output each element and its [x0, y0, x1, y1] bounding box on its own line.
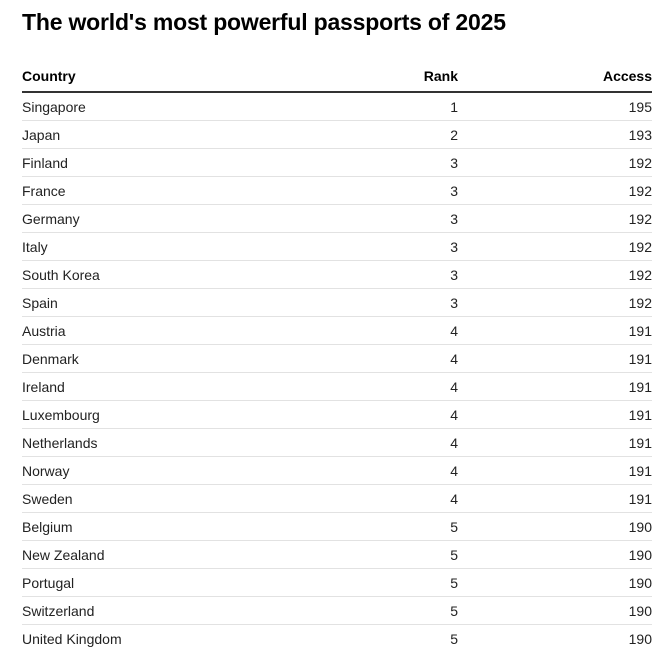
rank-cell: 4 [342, 456, 458, 485]
country-cell: Spain [22, 288, 342, 317]
country-cell: Singapore [22, 92, 342, 121]
country-cell: Luxembourg [22, 400, 342, 429]
table-row: Finland 3 192 [22, 148, 652, 177]
access-cell: 195 [458, 92, 652, 121]
country-cell: France [22, 176, 342, 205]
country-cell: Germany [22, 204, 342, 233]
rank-cell: 3 [342, 176, 458, 205]
header-access: Access [458, 61, 652, 93]
rank-cell: 4 [342, 400, 458, 429]
table-row: Austria 4 191 [22, 316, 652, 345]
table-row: Singapore 1 195 [22, 92, 652, 121]
rank-cell: 4 [342, 484, 458, 513]
table-row: Italy 3 192 [22, 232, 652, 261]
access-cell: 190 [458, 540, 652, 569]
rank-cell: 2 [342, 120, 458, 149]
header-rank: Rank [342, 61, 458, 93]
table-row: Norway 4 191 [22, 456, 652, 485]
country-cell: United Kingdom [22, 630, 122, 647]
country-cell: Belgium [22, 512, 342, 541]
rank-cell: 3 [342, 148, 458, 177]
rank-cell: 5 [342, 568, 458, 597]
access-cell: 191 [458, 344, 652, 373]
table-row: Germany 3 192 [22, 204, 652, 233]
table-row: Japan 2 193 [22, 120, 652, 149]
rank-cell: 4 [342, 372, 458, 401]
rank-cell: 5 [342, 596, 458, 625]
rank-cell: 1 [342, 92, 458, 121]
passport-table: Country Rank Access Singapore 1 195 Japan 2 1… [22, 61, 652, 652]
table-header-row: Country Rank Access [22, 61, 652, 93]
table-row: Luxembourg 4 191 [22, 400, 652, 429]
table-row: New Zealand 5 190 [22, 540, 652, 569]
country-cell: Portugal [22, 568, 342, 597]
rank-cell: 5 [450, 630, 458, 647]
table-row: Switzerland 5 190 [22, 596, 652, 625]
country-cell: Austria [22, 316, 342, 345]
rank-cell: 4 [342, 344, 458, 373]
rank-cell: 4 [342, 316, 458, 345]
access-cell: 192 [458, 260, 652, 289]
country-cell: Finland [22, 148, 342, 177]
country-cell: Italy [22, 232, 342, 261]
country-cell: Japan [22, 120, 342, 149]
table-row: United Kingdom 5 190 [22, 625, 652, 653]
access-cell: 192 [458, 176, 652, 205]
table-row: Portugal 5 190 [22, 568, 652, 597]
access-cell: 190 [458, 568, 652, 597]
table-row: France 3 192 [22, 176, 652, 205]
table-row: Belgium 5 190 [22, 512, 652, 541]
country-cell: South Korea [22, 260, 342, 289]
country-cell: Norway [22, 456, 342, 485]
access-cell: 191 [458, 428, 652, 457]
country-cell: Denmark [22, 344, 342, 373]
access-cell: 192 [458, 288, 652, 317]
country-cell: Switzerland [22, 596, 342, 625]
rank-cell: 3 [342, 232, 458, 261]
table-row: Sweden 4 191 [22, 484, 652, 513]
rank-cell: 4 [342, 428, 458, 457]
access-cell: 191 [458, 316, 652, 345]
access-cell: 190 [458, 512, 652, 541]
table-body: Singapore 1 195 Japan 2 193 Finland 3 192 France 3… [22, 92, 652, 652]
rank-cell: 5 [342, 512, 458, 541]
table-row: South Korea 3 192 [22, 260, 652, 289]
access-cell: 193 [458, 120, 652, 149]
rank-cell: 3 [342, 288, 458, 317]
country-cell: Sweden [22, 484, 342, 513]
rank-cell: 3 [342, 204, 458, 233]
access-cell: 192 [458, 232, 652, 261]
rank-cell: 3 [342, 260, 458, 289]
access-cell: 190 [628, 630, 652, 647]
access-cell: 190 [458, 596, 652, 625]
access-cell: 192 [458, 148, 652, 177]
header-country: Country [22, 61, 342, 93]
country-cell: New Zealand [22, 540, 342, 569]
chart-title: The world's most powerful passports of 2… [22, 9, 506, 35]
access-cell: 191 [458, 372, 652, 401]
access-cell: 191 [458, 400, 652, 429]
table-row: Netherlands 4 191 [22, 428, 652, 457]
country-cell: Netherlands [22, 428, 342, 457]
rank-cell: 5 [342, 540, 458, 569]
access-cell: 191 [458, 456, 652, 485]
table-row: Spain 3 192 [22, 288, 652, 317]
table-row: Ireland 4 191 [22, 372, 652, 401]
table-row: Denmark 4 191 [22, 344, 652, 373]
access-cell: 191 [458, 484, 652, 513]
access-cell: 192 [458, 204, 652, 233]
country-cell: Ireland [22, 372, 342, 401]
